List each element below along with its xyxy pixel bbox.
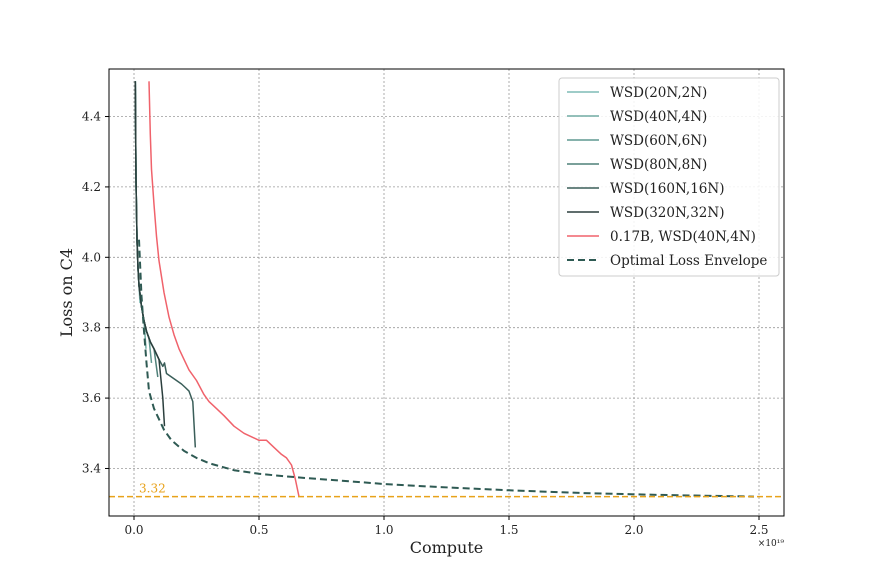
reference-line-label: 3.32	[139, 482, 166, 496]
axis-ticks: 0.0 0.5 1.0 1.5 2.0 2.5 3.4 3.6 3.8 4.0 4.2 4.4	[82, 110, 769, 537]
legend: WSD(20N,2N) WSD(40N,4N) WSD(60N,6N) WSD(80N…	[558, 77, 780, 277]
grid	[109, 69, 784, 516]
legend-box	[558, 77, 780, 277]
legend-label: WSD(40N,4N)	[610, 109, 707, 125]
x-tick-label: 2.0	[624, 523, 643, 537]
y-tick-label: 4.4	[82, 110, 101, 124]
y-tick-label: 3.4	[82, 461, 101, 475]
legend-label: WSD(80N,8N)	[610, 157, 707, 173]
x-axis-scale-label: ×10¹⁹	[758, 539, 785, 549]
legend-label: WSD(20N,2N)	[610, 85, 707, 101]
legend-label: 0.17B, WSD(40N,4N)	[610, 229, 756, 245]
x-tick-label: 2.5	[749, 523, 768, 537]
plot-frame	[108, 68, 785, 517]
y-tick-label: 3.6	[82, 391, 101, 405]
legend-label: WSD(60N,6N)	[610, 133, 707, 149]
x-tick-label: 0.0	[124, 523, 143, 537]
legend-label: WSD(160N,16N)	[610, 181, 724, 197]
series-line	[148, 81, 300, 497]
series-line	[134, 81, 197, 448]
legend-label: Optimal Loss Envelope	[610, 253, 767, 269]
y-tick-label: 4.0	[82, 250, 101, 264]
series-line	[138, 239, 755, 498]
y-tick-label: 3.8	[82, 321, 101, 335]
x-tick-label: 0.5	[249, 523, 268, 537]
x-tick-label: 1.5	[499, 523, 518, 537]
y-axis-label: Loss on C4	[57, 248, 76, 337]
reference-line-group: 3.32	[109, 482, 784, 498]
x-axis-label: Compute	[410, 538, 484, 557]
y-tick-label: 4.2	[82, 180, 101, 194]
legend-label: WSD(320N,32N)	[610, 205, 724, 221]
series-layer	[134, 81, 755, 498]
x-tick-label: 1.0	[374, 523, 393, 537]
